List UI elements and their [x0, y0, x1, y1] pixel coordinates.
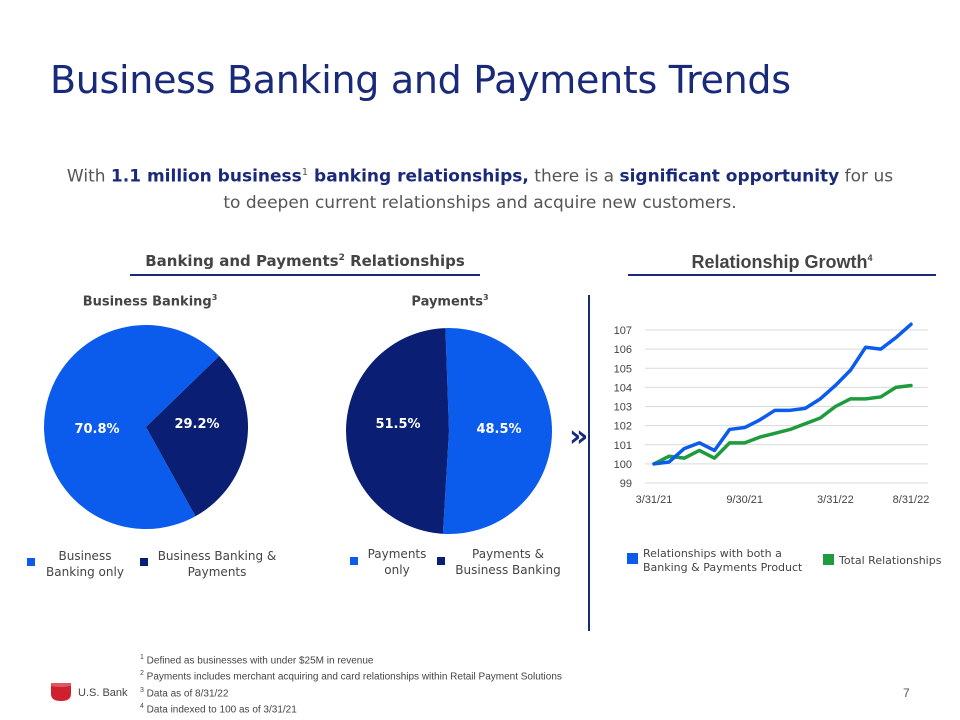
- pie-data-label: 48.5%: [476, 422, 521, 437]
- y-tick-label: 102: [614, 421, 632, 433]
- left-section-underline: [130, 274, 480, 276]
- y-tick-label: 105: [614, 363, 632, 375]
- legend-swatch-payments-business-banking: [437, 557, 445, 565]
- vertical-divider: [588, 295, 590, 631]
- x-tick-label: 3/31/22: [817, 494, 854, 506]
- legend-swatch-business-banking-only: [27, 558, 35, 566]
- legend-label-business-banking-payments: Business Banking & Payments: [157, 549, 277, 579]
- series-line-total-relationships: [652, 383, 913, 466]
- slice-business-banking-payments: [146, 355, 248, 517]
- footnote-3: 3 Data as of 8/31/22: [140, 686, 229, 699]
- page-number: 7: [903, 686, 910, 700]
- y-tick-label: 107: [614, 325, 632, 337]
- x-tick-label: 8/31/22: [893, 494, 930, 506]
- slice-payments-only: [442, 328, 552, 534]
- pie-data-label: 70.8%: [74, 422, 119, 437]
- line-chart-axes: 107 106 105 104 103 102 101 100 99 3/31/21 9/30/21…: [614, 325, 930, 506]
- legend-swatch-payments-only: [350, 557, 358, 565]
- intro-text: With 1.1 million business1 banking relat…: [66, 166, 894, 213]
- right-section-underline: [628, 274, 936, 276]
- legend-label-total-relationships: Total Relationships: [839, 554, 942, 567]
- legend-label-payments-business-banking: Payments & Business Banking: [455, 547, 561, 577]
- legend-swatch-business-banking-payments: [140, 558, 148, 566]
- slice-business-banking-only: [43, 324, 220, 529]
- legend-label-both-products: Relationships with both a Banking & Paym…: [643, 547, 803, 574]
- pie-title-business-banking: Business Banking3: [82, 293, 218, 310]
- page-title: Business Banking and Payments Trends: [50, 58, 791, 102]
- footnotes: 1 Defined as businesses with under $25M …: [140, 651, 562, 716]
- legend-label-business-banking-only: Business Banking only: [46, 549, 124, 579]
- footnote-1: 1 Defined as businesses with under $25M …: [140, 654, 374, 667]
- pie-data-label: 29.2%: [174, 417, 219, 432]
- legend-label-payments-only: Payments only: [367, 547, 427, 577]
- pie-payments: 51.5% 48.5%: [345, 328, 552, 534]
- pie-title-payments: Payments3: [411, 293, 489, 310]
- series-line-both-products: [652, 322, 913, 466]
- chevron-right-icon: »: [569, 419, 589, 454]
- us-bank-shield-logo: [51, 683, 71, 701]
- y-tick-label: 104: [614, 382, 632, 394]
- y-tick-label: 103: [614, 402, 632, 414]
- x-tick-label: 3/31/21: [636, 494, 673, 506]
- y-tick-label: 100: [614, 459, 632, 471]
- x-tick-label: 9/30/21: [726, 494, 763, 506]
- footnote-4: 4 Data indexed to 100 as of 3/31/21: [140, 702, 297, 716]
- slice-payments-business-banking: [345, 328, 449, 534]
- right-section-title: Relationship Growth4: [691, 252, 873, 272]
- legend-swatch-both-products: [627, 553, 638, 564]
- logo-text: U.S. Bank: [78, 687, 128, 699]
- left-section-title: Banking and Payments2 Relationships: [145, 252, 465, 270]
- line-chart-series: [652, 322, 913, 466]
- pie-data-label: 51.5%: [375, 417, 420, 432]
- legend-swatch-total-relationships: [823, 554, 834, 565]
- footnote-2: 2 Payments includes merchant acquiring a…: [140, 670, 562, 683]
- y-tick-label: 101: [614, 440, 632, 452]
- y-tick-label: 106: [614, 344, 632, 356]
- pie-business-banking: 70.8% 29.2%: [43, 324, 248, 529]
- y-tick-label: 99: [620, 478, 632, 490]
